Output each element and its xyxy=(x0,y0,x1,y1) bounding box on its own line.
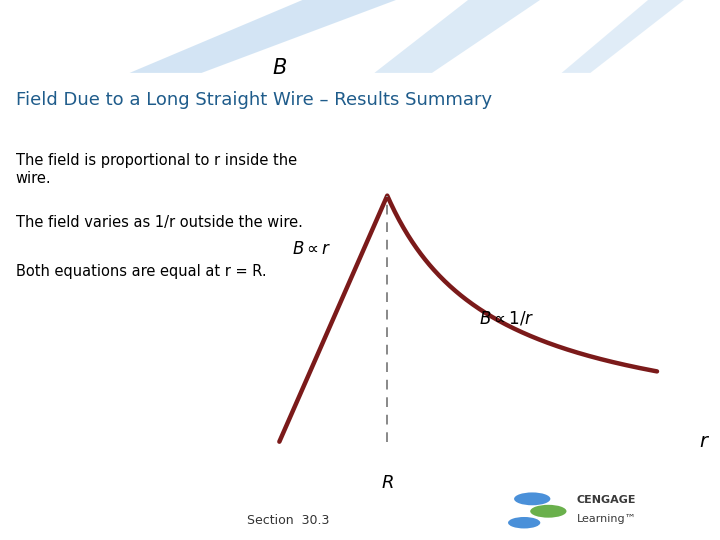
Text: Field Due to a Long Straight Wire – Results Summary: Field Due to a Long Straight Wire – Resu… xyxy=(16,91,492,109)
Text: Learning™: Learning™ xyxy=(577,514,636,524)
Polygon shape xyxy=(374,0,540,73)
Text: $B$: $B$ xyxy=(272,58,287,78)
Text: $B \propto 1/r$: $B \propto 1/r$ xyxy=(479,309,535,328)
Text: The field is proportional to r inside the
wire.: The field is proportional to r inside th… xyxy=(16,153,297,186)
Polygon shape xyxy=(562,0,684,73)
Polygon shape xyxy=(130,0,396,73)
Ellipse shape xyxy=(530,505,567,518)
Text: CENGAGE: CENGAGE xyxy=(577,495,636,505)
Text: $r$: $r$ xyxy=(699,433,710,451)
Polygon shape xyxy=(461,0,634,73)
Text: Section  30.3: Section 30.3 xyxy=(247,514,329,526)
Text: $B \propto r$: $B \propto r$ xyxy=(292,241,332,258)
Text: Both equations are equal at r = R.: Both equations are equal at r = R. xyxy=(16,264,266,279)
Text: $R$: $R$ xyxy=(381,474,394,492)
Text: The field varies as 1/r outside the wire.: The field varies as 1/r outside the wire… xyxy=(16,215,302,231)
Ellipse shape xyxy=(514,492,550,505)
Polygon shape xyxy=(274,0,446,73)
Ellipse shape xyxy=(508,517,540,529)
